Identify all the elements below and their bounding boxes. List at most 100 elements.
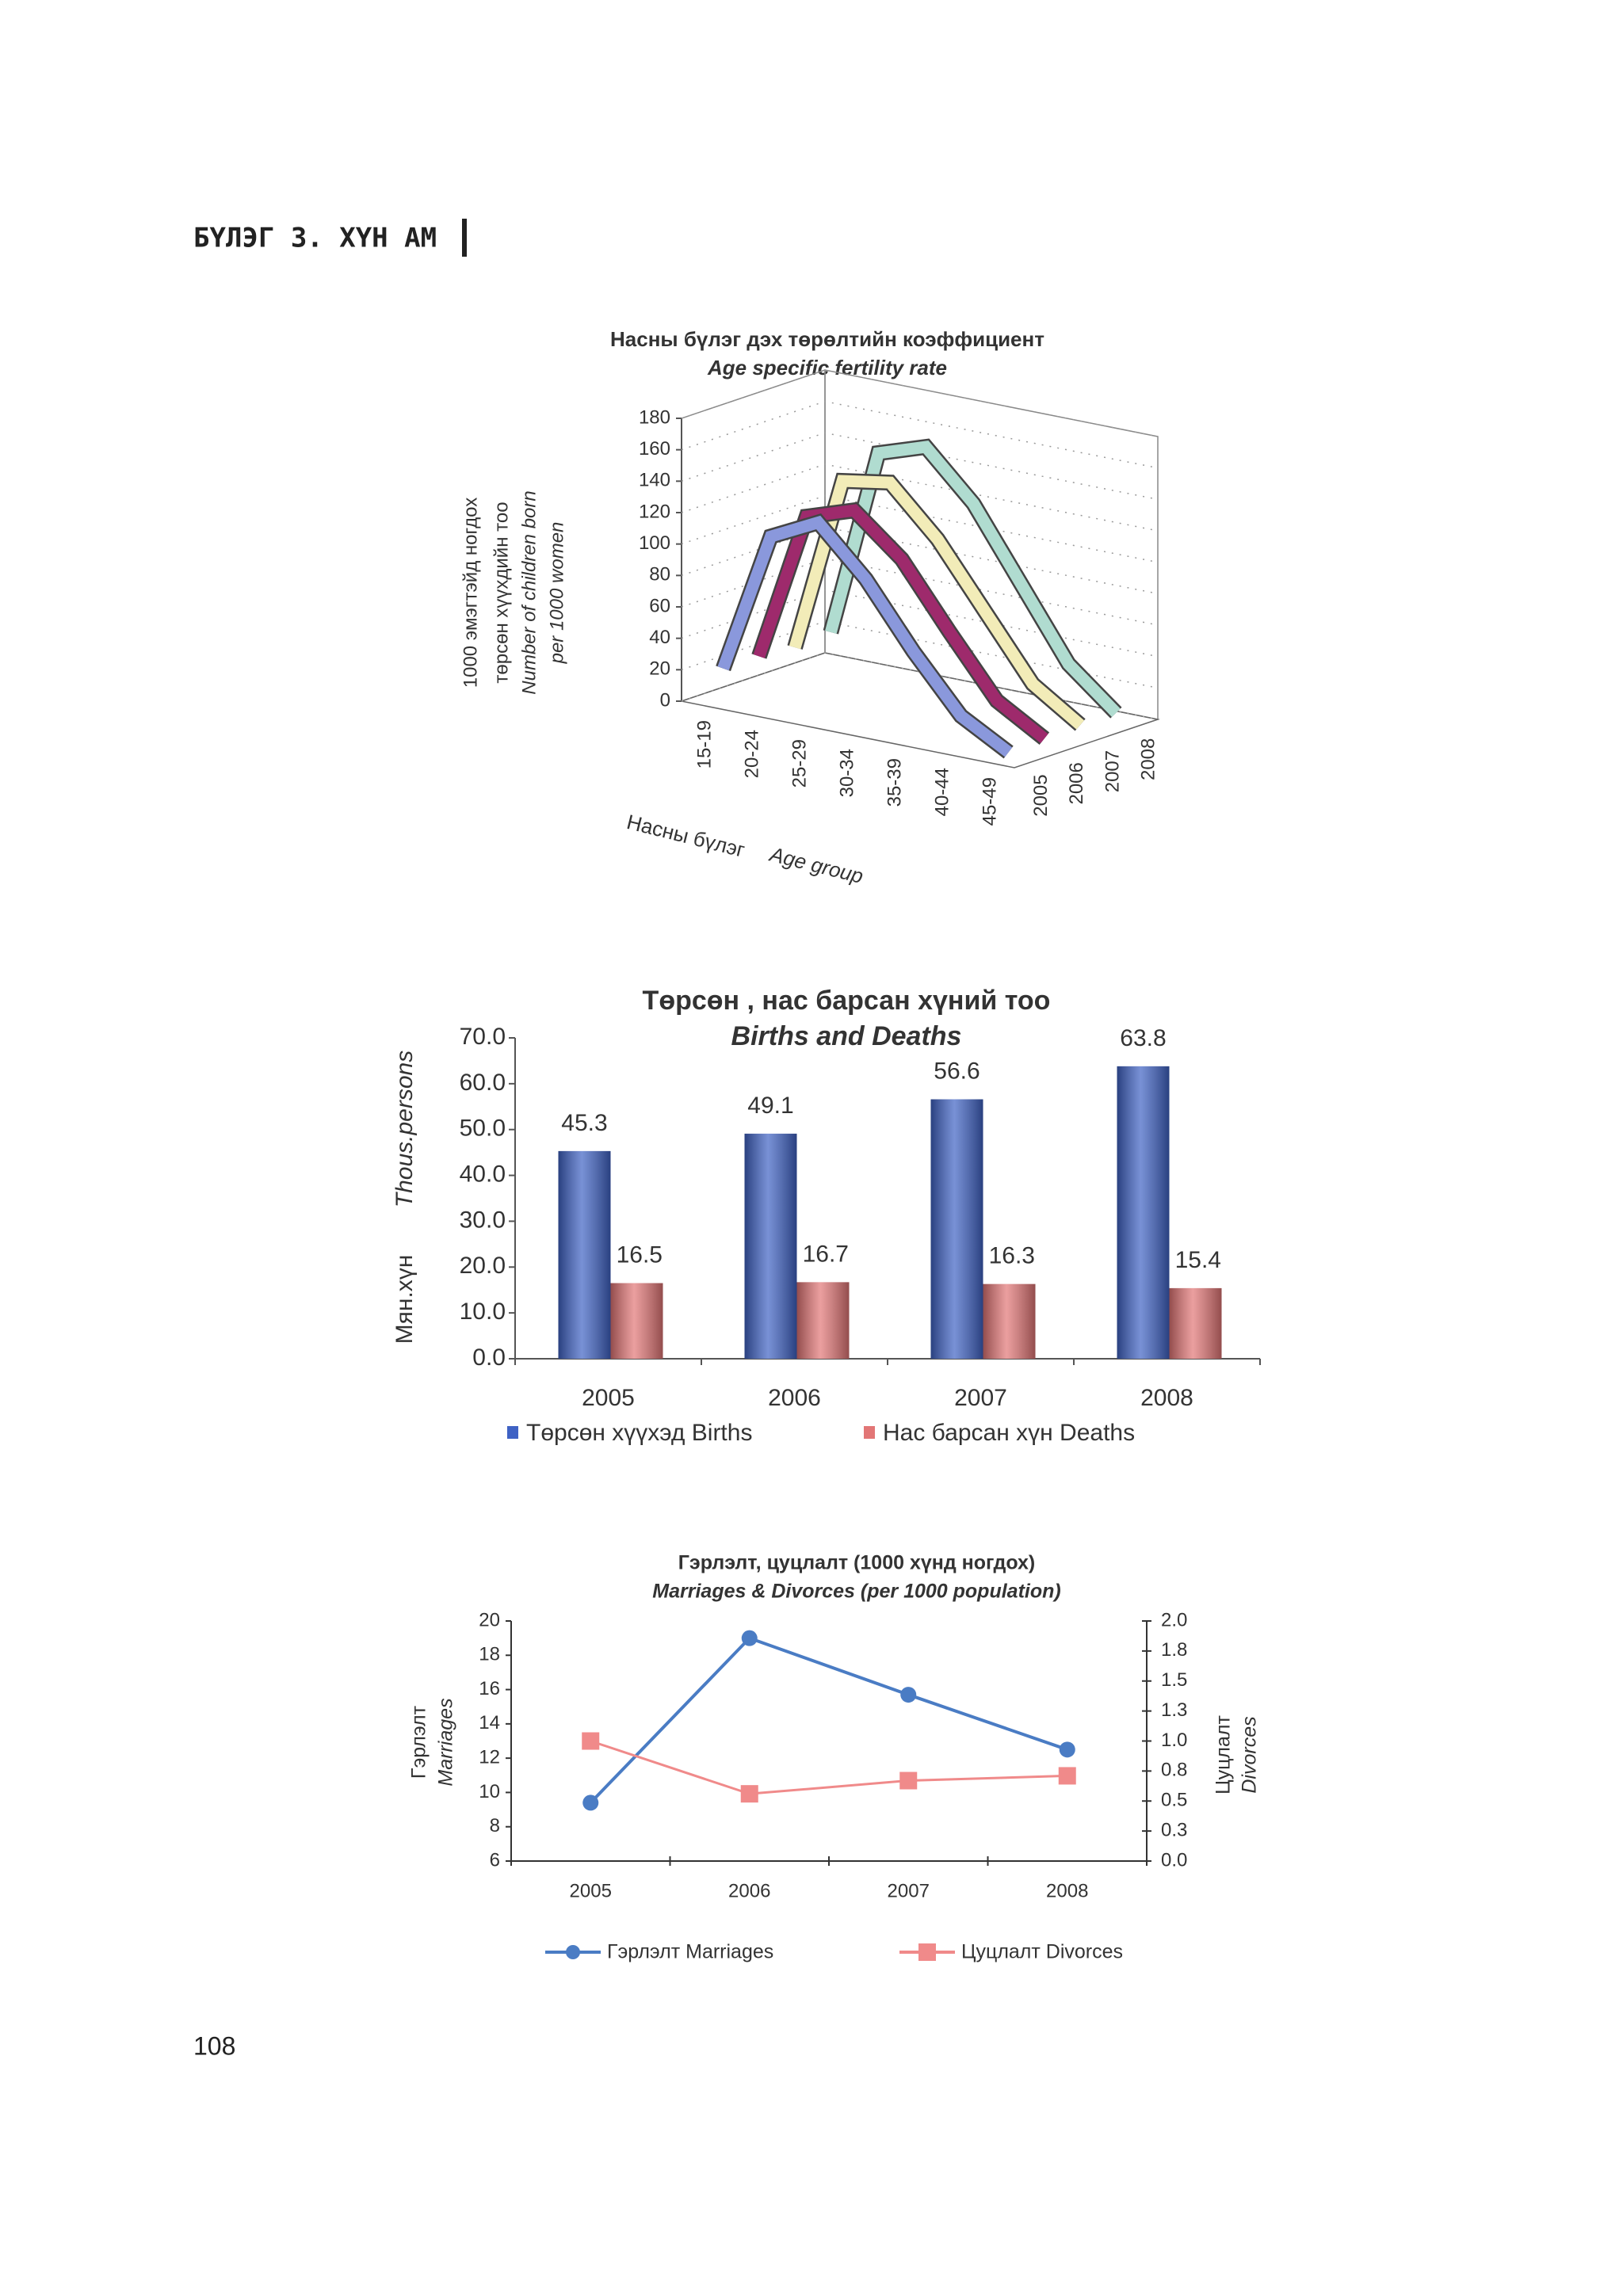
grid-line xyxy=(681,463,1159,532)
depth-label: 2005 xyxy=(1030,774,1052,816)
y2-tick-label: 1.0 xyxy=(1161,1730,1187,1751)
floor xyxy=(679,652,1160,769)
y-tick-label: 100 xyxy=(639,532,670,554)
y-tick-label: 12 xyxy=(479,1746,500,1768)
y-tick-label: 20 xyxy=(479,1609,500,1630)
x-tick-label: 2005 xyxy=(582,1385,635,1411)
x-tick-label: 25-29 xyxy=(789,739,810,788)
chart-subtitle: Births and Deaths xyxy=(731,1021,962,1051)
y2-tick-label: 0.0 xyxy=(1161,1849,1187,1871)
legend-label: Гэрлэлт Marriages xyxy=(607,1941,773,1963)
ribbon xyxy=(789,475,1085,730)
chart-subtitle: Age specific fertility rate xyxy=(707,356,947,379)
y-tick-label: 0 xyxy=(660,689,670,711)
y-axis-title: 1000 эмэгтэйд ногдох xyxy=(460,498,481,688)
y-axis-title: Thous.persons xyxy=(391,1051,418,1207)
point xyxy=(899,1772,918,1790)
y-tick-label: 80 xyxy=(649,564,670,585)
y-axis-title: Marriages xyxy=(435,1698,457,1786)
y-axis-title: Гэрлэлт xyxy=(408,1705,430,1779)
depth-label: 2007 xyxy=(1102,750,1123,792)
value-label: 45.3 xyxy=(561,1110,607,1136)
x-tick-label: 2007 xyxy=(954,1385,1007,1411)
y-tick-label: 140 xyxy=(639,470,670,491)
y-tick-label: 0.0 xyxy=(472,1344,506,1371)
x-tick-label: 2006 xyxy=(768,1385,821,1411)
y2-tick-label: 0.8 xyxy=(1161,1760,1187,1781)
y2-tick-label: 1.8 xyxy=(1161,1639,1187,1661)
legend-label: Цуцлалт Divorces xyxy=(961,1941,1123,1963)
y-tick-label: 8 xyxy=(490,1815,500,1836)
x-tick-label: 15-19 xyxy=(693,720,715,769)
y-tick-label: 180 xyxy=(639,406,670,428)
x-axis-title: Насны бүлэг xyxy=(624,810,747,862)
bar-shade xyxy=(1117,1066,1170,1359)
legend-swatch xyxy=(864,1426,875,1439)
y-tick-label: 30.0 xyxy=(460,1207,506,1233)
y-axis-title: төрсөн хүүхдийн тоо xyxy=(491,502,512,683)
y-tick-label: 50.0 xyxy=(460,1116,506,1142)
y-tick-label: 40.0 xyxy=(460,1161,506,1187)
grid-line xyxy=(681,369,1159,437)
chart-title: Төрсөн , нас барсан хүний тоо xyxy=(643,986,1051,1016)
y-tick-label: 14 xyxy=(479,1712,500,1733)
value-label: 49.1 xyxy=(747,1093,793,1119)
y-tick-label: 10 xyxy=(479,1781,500,1802)
y-tick-label: 120 xyxy=(639,501,670,522)
grid-line xyxy=(681,589,1159,658)
legend-label: Нас барсан хүн Deaths xyxy=(883,1420,1135,1446)
chart-title: Гэрлэлт, цуцлалт (1000 хүнд ногдох) xyxy=(678,1552,1036,1574)
legend-marker xyxy=(566,1945,580,1959)
x-tick-label: 45-49 xyxy=(979,777,1000,826)
point xyxy=(582,1794,599,1811)
x-tick-label: 35-39 xyxy=(884,758,905,807)
value-label: 16.3 xyxy=(989,1243,1035,1269)
y-tick-label: 40 xyxy=(649,627,670,648)
chart-subtitle: Marriages & Divorces (per 1000 populatio… xyxy=(652,1581,1060,1603)
y-tick-label: 70.0 xyxy=(460,1024,506,1050)
ribbon xyxy=(717,515,1013,757)
page-number: 108 xyxy=(193,2031,235,2060)
point xyxy=(1059,1741,1075,1758)
y-tick-label: 20.0 xyxy=(460,1253,506,1279)
point xyxy=(741,1630,758,1646)
grid-line xyxy=(681,620,1159,689)
y2-tick-label: 1.5 xyxy=(1161,1669,1187,1691)
x-tick-label: 40-44 xyxy=(931,768,953,816)
value-label: 16.7 xyxy=(803,1241,849,1267)
point xyxy=(582,1732,600,1750)
y2-tick-label: 0.3 xyxy=(1161,1819,1187,1840)
value-label: 15.4 xyxy=(1175,1247,1221,1273)
x-tick-label: 30-34 xyxy=(836,749,857,797)
bar-shade xyxy=(796,1282,850,1359)
grid-line xyxy=(681,400,1159,469)
y-tick-label: 60.0 xyxy=(460,1070,506,1096)
y-tick-label: 18 xyxy=(479,1644,500,1665)
x-axis-title: Age group xyxy=(766,841,866,888)
series-line xyxy=(590,1740,1067,1795)
x-tick-label: 2006 xyxy=(728,1880,770,1901)
y-tick-label: 160 xyxy=(639,438,670,460)
bar-shade xyxy=(610,1283,663,1359)
header-bar xyxy=(462,219,467,257)
ribbon xyxy=(825,441,1121,717)
depth-label: 2006 xyxy=(1066,762,1087,804)
legend-label: Төрсөн хүүхэд Births xyxy=(526,1420,752,1446)
grid-line xyxy=(681,494,1159,563)
y2-axis-title: Divorces xyxy=(1239,1716,1261,1793)
chapter-header: БҮЛЭГ 3. ХҮН АМ xyxy=(193,223,437,254)
bar-shade xyxy=(983,1283,1036,1359)
y-tick-label: 20 xyxy=(649,658,670,680)
y-axis-title: per 1000 women xyxy=(546,522,567,665)
y-tick-label: 60 xyxy=(649,595,670,616)
bar-shade xyxy=(930,1099,983,1359)
y-tick-label: 16 xyxy=(479,1678,500,1699)
y-axis-title: Number of children born xyxy=(518,490,540,694)
point xyxy=(740,1785,758,1803)
grid-line xyxy=(681,432,1159,501)
grid-line xyxy=(681,652,1159,720)
legend-marker xyxy=(918,1943,936,1961)
value-label: 56.6 xyxy=(934,1058,980,1084)
